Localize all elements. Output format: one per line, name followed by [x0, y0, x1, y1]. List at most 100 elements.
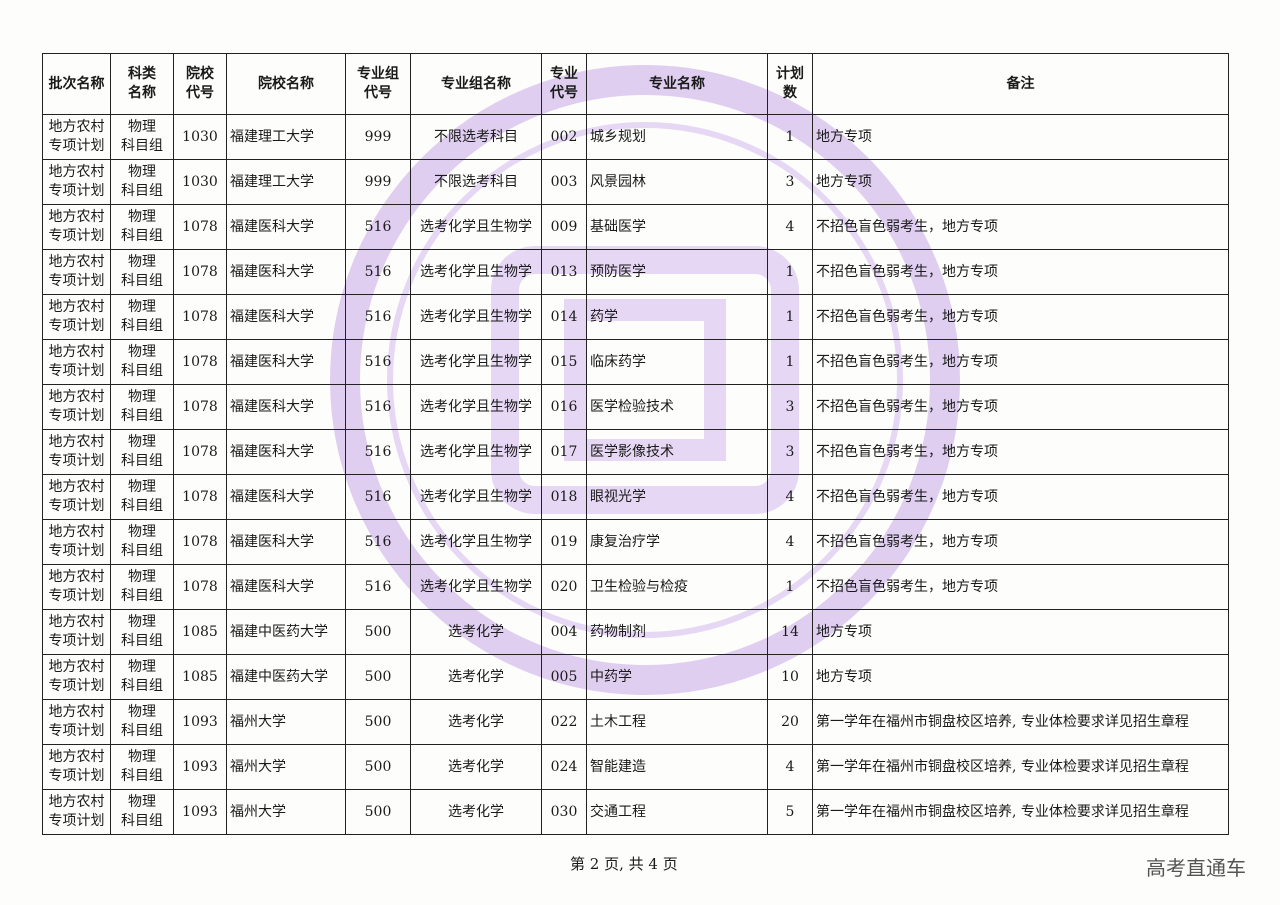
cell-category: 物理 科目组 [110, 339, 174, 385]
cell-school-name: 福建中医药大学 [226, 609, 346, 655]
cell-plan-count: 1 [767, 114, 813, 160]
cell-group-code: 516 [345, 474, 411, 520]
cell-group-code: 999 [345, 159, 411, 205]
cell-major-code: 016 [541, 384, 587, 430]
cell-group-code: 516 [345, 519, 411, 565]
cell-group-code: 516 [345, 204, 411, 250]
cell-batch: 地方农村 专项计划 [42, 204, 111, 250]
cell-major-name: 卫生检验与检疫 [586, 564, 768, 610]
brand-watermark: 高考直通车 [1146, 856, 1246, 880]
cell-group-name: 选考化学 [410, 609, 542, 655]
cell-school-name: 福建医科大学 [226, 204, 346, 250]
cell-school-name: 福州大学 [226, 789, 346, 835]
cell-major-code: 020 [541, 564, 587, 610]
cell-group-code: 516 [345, 564, 411, 610]
cell-major-code: 005 [541, 654, 587, 700]
cell-major-code: 017 [541, 429, 587, 475]
cell-category: 物理 科目组 [110, 744, 174, 790]
admission-plan-table: 批次名称 科类 名称 院校 代号 院校名称 专业组 代号 专业组名称 专业 代号 专业名称 计划… [42, 53, 1229, 835]
cell-plan-count: 4 [767, 204, 813, 250]
cell-category: 物理 科目组 [110, 159, 174, 205]
cell-major-code: 014 [541, 294, 587, 340]
cell-major-name: 城乡规划 [586, 114, 768, 160]
cell-major-name: 土木工程 [586, 699, 768, 745]
table-row: 地方农村 专项计划 物理 科目组 1078 福建医科大学 516 选考化学且生物学 015 临… [42, 339, 1229, 385]
cell-category: 物理 科目组 [110, 789, 174, 835]
table-row: 地方农村 专项计划 物理 科目组 1085 福建中医药大学 500 选考化学 005 中药学 1… [42, 654, 1229, 700]
cell-remarks: 地方专项 [812, 609, 1229, 655]
cell-group-name: 选考化学 [410, 744, 542, 790]
table-row: 地方农村 专项计划 物理 科目组 1093 福州大学 500 选考化学 022 土木工程 20 第… [42, 699, 1229, 745]
cell-group-code: 516 [345, 384, 411, 430]
cell-plan-count: 14 [767, 609, 813, 655]
cell-batch: 地方农村 专项计划 [42, 654, 111, 700]
cell-major-name: 康复治疗学 [586, 519, 768, 565]
cell-school-name: 福州大学 [226, 744, 346, 790]
cell-remarks: 不招色盲色弱考生，地方专项 [812, 384, 1229, 430]
cell-group-code: 500 [345, 789, 411, 835]
cell-plan-count: 3 [767, 429, 813, 475]
cell-category: 物理 科目组 [110, 249, 174, 295]
cell-category: 物理 科目组 [110, 519, 174, 565]
cell-plan-count: 10 [767, 654, 813, 700]
cell-plan-count: 4 [767, 744, 813, 790]
cell-group-name: 选考化学且生物学 [410, 384, 542, 430]
cell-plan-count: 1 [767, 294, 813, 340]
table-row: 地方农村 专项计划 物理 科目组 1078 福建医科大学 516 选考化学且生物学 013 预… [42, 249, 1229, 295]
cell-school-name: 福建医科大学 [226, 429, 346, 475]
cell-group-name: 选考化学 [410, 654, 542, 700]
cell-group-code: 516 [345, 429, 411, 475]
cell-category: 物理 科目组 [110, 429, 174, 475]
cell-school-name: 福建医科大学 [226, 384, 346, 430]
cell-batch: 地方农村 专项计划 [42, 339, 111, 385]
cell-plan-count: 4 [767, 519, 813, 565]
cell-major-name: 中药学 [586, 654, 768, 700]
cell-major-code: 013 [541, 249, 587, 295]
cell-school-code: 1085 [173, 654, 227, 700]
cell-school-code: 1078 [173, 474, 227, 520]
cell-school-code: 1078 [173, 429, 227, 475]
cell-batch: 地方农村 专项计划 [42, 789, 111, 835]
cell-batch: 地方农村 专项计划 [42, 699, 111, 745]
cell-school-code: 1078 [173, 339, 227, 385]
header-school-name: 院校名称 [226, 53, 346, 115]
cell-batch: 地方农村 专项计划 [42, 519, 111, 565]
cell-group-name: 选考化学 [410, 789, 542, 835]
cell-major-code: 009 [541, 204, 587, 250]
cell-major-name: 眼视光学 [586, 474, 768, 520]
cell-major-name: 临床药学 [586, 339, 768, 385]
cell-remarks: 地方专项 [812, 159, 1229, 205]
cell-group-name: 选考化学且生物学 [410, 339, 542, 385]
cell-category: 物理 科目组 [110, 609, 174, 655]
cell-remarks: 不招色盲色弱考生，地方专项 [812, 429, 1229, 475]
cell-school-code: 1093 [173, 699, 227, 745]
cell-batch: 地方农村 专项计划 [42, 159, 111, 205]
cell-school-name: 福州大学 [226, 699, 346, 745]
cell-major-code: 019 [541, 519, 587, 565]
cell-remarks: 不招色盲色弱考生，地方专项 [812, 564, 1229, 610]
cell-plan-count: 5 [767, 789, 813, 835]
header-batch: 批次名称 [42, 53, 111, 115]
cell-group-code: 500 [345, 744, 411, 790]
table-row: 地方农村 专项计划 物理 科目组 1030 福建理工大学 999 不限选考科目 002 城乡规… [42, 114, 1229, 160]
cell-batch: 地方农村 专项计划 [42, 114, 111, 160]
cell-school-code: 1078 [173, 519, 227, 565]
cell-category: 物理 科目组 [110, 699, 174, 745]
cell-remarks: 不招色盲色弱考生，地方专项 [812, 204, 1229, 250]
cell-group-name: 选考化学且生物学 [410, 249, 542, 295]
cell-group-code: 516 [345, 249, 411, 295]
cell-school-name: 福建理工大学 [226, 114, 346, 160]
cell-category: 物理 科目组 [110, 654, 174, 700]
table-row: 地方农村 专项计划 物理 科目组 1078 福建医科大学 516 选考化学且生物学 019 康… [42, 519, 1229, 565]
cell-category: 物理 科目组 [110, 114, 174, 160]
cell-remarks: 不招色盲色弱考生，地方专项 [812, 294, 1229, 340]
cell-group-name: 选考化学且生物学 [410, 294, 542, 340]
cell-school-name: 福建医科大学 [226, 249, 346, 295]
header-remarks: 备注 [812, 53, 1229, 115]
cell-plan-count: 4 [767, 474, 813, 520]
cell-category: 物理 科目组 [110, 204, 174, 250]
table-row: 地方农村 专项计划 物理 科目组 1093 福州大学 500 选考化学 030 交通工程 5 第一… [42, 789, 1229, 835]
cell-category: 物理 科目组 [110, 384, 174, 430]
cell-batch: 地方农村 专项计划 [42, 744, 111, 790]
cell-group-name: 选考化学且生物学 [410, 429, 542, 475]
